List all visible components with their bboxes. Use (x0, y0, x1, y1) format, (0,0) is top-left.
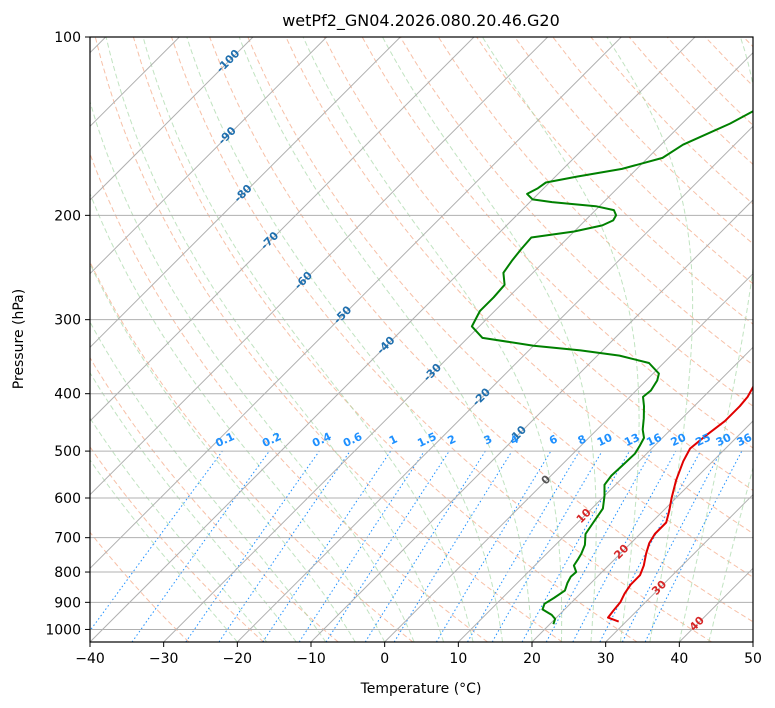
isotherm-line (384, 272, 753, 642)
y-tick-label: 300 (54, 313, 81, 329)
y-tick-label: 200 (54, 208, 81, 224)
dry-adiabat-line (437, 37, 753, 366)
isotherm-line (90, 37, 622, 570)
y-tick-label: 100 (54, 30, 81, 46)
isotherm-line (90, 37, 475, 422)
isotherm-line (90, 37, 328, 275)
x-tick-label: 50 (744, 651, 762, 667)
mixing-ratio-label: 10 (595, 431, 615, 449)
isotherm-line (163, 51, 753, 642)
isotherm-line (90, 37, 696, 642)
moist-adiabat-line (90, 262, 356, 642)
dry-adiabat-line (399, 37, 753, 407)
mixing-ratio-line (262, 450, 392, 642)
x-tick-label: −30 (149, 651, 179, 667)
mixing-ratio-line (644, 450, 743, 642)
isotherm-line (90, 37, 401, 349)
moist-adiabat-line (678, 37, 753, 642)
dry-adiabat-line (90, 152, 488, 642)
dry-adiabat-line (90, 531, 190, 642)
isotherm-line (605, 493, 753, 642)
x-axis-label: Temperature (°C) (360, 681, 482, 697)
dry-adiabat-line (94, 37, 563, 642)
y-tick-label: 800 (54, 565, 81, 581)
moist-adiabat-line (105, 37, 445, 642)
isotherm-line (752, 641, 753, 642)
mixing-ratio-line (131, 450, 270, 642)
dry-adiabat-line (361, 37, 753, 449)
isotherm-line (90, 37, 549, 496)
moist-adiabat-line (90, 321, 327, 642)
mixing-ratio-line (218, 450, 351, 642)
mixing-ratio-line (325, 450, 450, 642)
mixing-ratio-line (545, 450, 653, 642)
mixing-ratio-line (298, 450, 425, 642)
mixing-ratio-label: 13 (622, 431, 641, 449)
isotherm-line (236, 125, 753, 642)
profile-series (470, 110, 753, 625)
mixing-ratio-label: 36 (735, 431, 755, 449)
mixing-ratio-label: 30 (714, 431, 734, 449)
moist-adiabat-line (708, 466, 753, 642)
x-tick-label: −20 (223, 651, 253, 667)
moist-adiabat-line (481, 37, 640, 642)
mixing-ratio-line (393, 450, 513, 642)
y-axis-label: Pressure (hPa) (11, 289, 27, 389)
axes: −40 −30 −20 −10 0 10 20 30 40 50 100 200 300 400 500 60… (45, 30, 762, 667)
isotherm-line (457, 346, 753, 642)
y-tick-label: 700 (54, 531, 81, 547)
dry-adiabat-line (171, 37, 712, 642)
x-tick-label: −10 (296, 651, 326, 667)
x-tick-label: −40 (75, 651, 105, 667)
mixing-ratio-line (90, 450, 223, 632)
y-tick-label: 500 (54, 444, 81, 460)
dry-adiabats (90, 37, 753, 642)
moist-adiabat-line (90, 371, 297, 642)
isotherm-line (310, 199, 753, 642)
dry-adiabat-line (514, 37, 753, 285)
temperature-profile-line (607, 385, 753, 623)
moist-adiabat-line (90, 459, 238, 642)
x-tick-label: 0 (380, 651, 389, 667)
mixing-ratio-label: 16 (644, 431, 664, 449)
moist-adiabat-line (382, 37, 597, 642)
moist-adiabat-line (142, 37, 474, 642)
dry-adiabat-line (132, 37, 638, 642)
moist-adiabat-line (606, 37, 694, 642)
y-tick-label: 1000 (45, 622, 81, 638)
moist-adiabat-line (90, 192, 386, 642)
pressure-gridlines (90, 37, 753, 630)
moist-adiabat-line (302, 37, 563, 642)
mixing-ratio-label: 25 (693, 431, 712, 449)
plot-background (90, 37, 753, 642)
y-tick-label: 900 (54, 595, 81, 611)
mixing-ratio-label: 20 (669, 431, 689, 449)
x-tick-label: 30 (597, 651, 615, 667)
dry-adiabat-line (323, 37, 753, 491)
mixing-ratio-line (572, 450, 677, 642)
x-tick-label: 10 (449, 651, 467, 667)
moist-adiabat-line (90, 417, 268, 642)
chart-title: wetPf2_GN04.2026.080.20.46.G20 (282, 11, 560, 31)
y-tick-label: 400 (54, 387, 81, 403)
moist-adiabat-line (238, 37, 533, 642)
dry-adiabat-line (209, 37, 753, 623)
isotherm-line (90, 37, 254, 201)
dewpoint-profile-line (470, 110, 753, 625)
plot-frame (89, 36, 754, 643)
moist-adiabat-line (186, 37, 503, 642)
dry-adiabat-line (90, 356, 339, 642)
dry-adiabat-line (247, 37, 753, 578)
y-tick-label: 600 (54, 491, 81, 507)
dry-adiabat-line (90, 446, 264, 642)
mixing-ratio-line (185, 450, 320, 642)
moist-adiabats (90, 37, 753, 642)
isotherm-line (531, 420, 753, 642)
x-tick-label: 20 (523, 651, 541, 667)
x-tick-label: 40 (670, 651, 688, 667)
isotherms (90, 37, 753, 642)
dry-adiabat-line (285, 37, 753, 535)
